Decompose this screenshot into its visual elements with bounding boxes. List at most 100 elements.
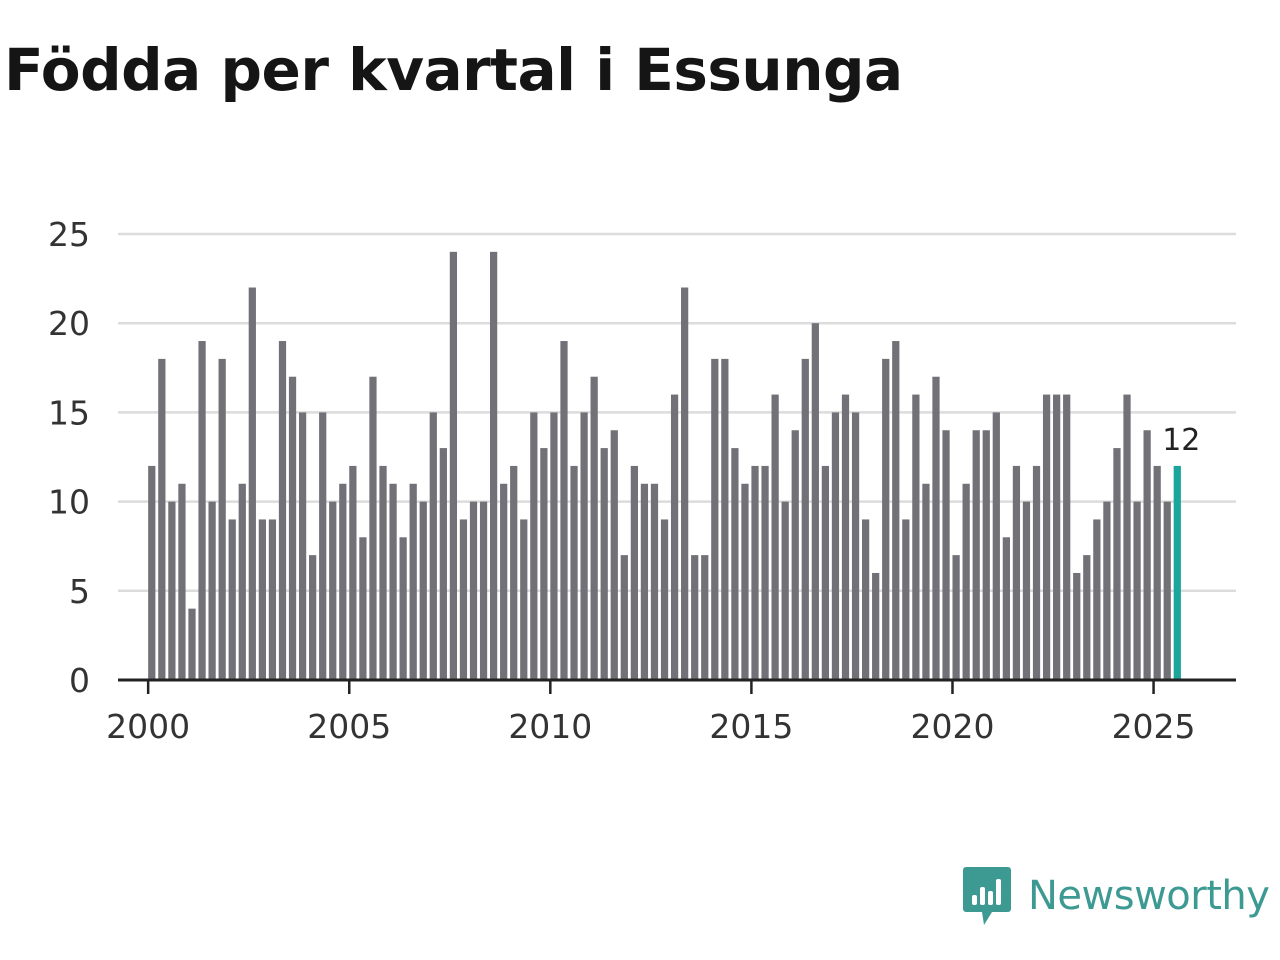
x-tick-label-2010: 2010 xyxy=(508,707,592,746)
bar-2019-q4 xyxy=(942,430,950,680)
bar-2024-q2 xyxy=(1123,394,1131,680)
bar-2002-q3 xyxy=(248,287,256,680)
brand-name: Newsworthy xyxy=(1028,873,1270,919)
bar-2000-q3 xyxy=(168,501,176,680)
bar-2009-q2 xyxy=(520,519,528,680)
y-tick-label-15: 15 xyxy=(48,393,90,432)
bar-2024-q3 xyxy=(1133,501,1141,680)
bar-2021-q1 xyxy=(992,412,1000,680)
bar-2017-q1 xyxy=(831,412,840,680)
bar-2005-q1 xyxy=(349,465,357,680)
bar-2017-q3 xyxy=(851,412,860,680)
bar-2025-q1 xyxy=(1153,465,1161,680)
bar-2008-q1 xyxy=(469,501,478,680)
bar-2020-q3 xyxy=(972,430,980,680)
bar-2008-q2 xyxy=(479,501,488,680)
bar-2016-q2 xyxy=(801,358,809,680)
bar-2010-q2 xyxy=(560,341,568,680)
bar-2004-q1 xyxy=(309,555,317,680)
newsworthy-logo: Newsworthy xyxy=(962,864,1270,928)
bar-2021-q2 xyxy=(1002,537,1010,680)
bar-2007-q4 xyxy=(459,519,468,680)
bar-2014-q1 xyxy=(711,358,719,680)
bar-2014-q4 xyxy=(741,483,749,680)
bar-2001-q2 xyxy=(198,341,206,680)
bar-2020-q4 xyxy=(982,430,990,680)
bar-2006-q3 xyxy=(409,483,417,680)
bar-2020-q1 xyxy=(952,555,960,680)
bar-2005-q3 xyxy=(369,376,377,680)
bar-2006-q1 xyxy=(389,483,397,680)
bar-2001-q3 xyxy=(208,501,216,680)
x-tick-label-2005: 2005 xyxy=(307,707,391,746)
bar-2007-q1 xyxy=(429,412,437,680)
bar-2001-q1 xyxy=(188,608,196,680)
bar-2019-q3 xyxy=(932,376,940,680)
bar-2004-q2 xyxy=(319,412,327,680)
x-tick-label-2000: 2000 xyxy=(106,707,190,746)
bar-2006-q2 xyxy=(399,537,407,680)
bar-2023-q4 xyxy=(1103,501,1111,680)
chart-title: Födda per kvartal i Essunga xyxy=(4,36,903,104)
bar-2012-q4 xyxy=(660,519,669,680)
bar-2012-q1 xyxy=(630,465,638,680)
bar-2000-q2 xyxy=(158,358,166,680)
bar-2023-q3 xyxy=(1093,519,1101,680)
bar-2002-q4 xyxy=(258,519,266,680)
bar-2015-q1 xyxy=(751,465,759,680)
bar-2009-q4 xyxy=(540,448,548,680)
bar-2002-q2 xyxy=(238,483,246,680)
bar-2024-q4 xyxy=(1143,430,1151,680)
bar-2013-q3 xyxy=(691,555,699,680)
bar-2025-q2 xyxy=(1163,501,1171,680)
x-axis-ticks: 2000 2005 2010 2015 2020 2025 xyxy=(106,680,1196,746)
bar-2009-q3 xyxy=(530,412,538,680)
y-tick-label-0: 0 xyxy=(69,661,90,700)
bar-2008-q3 xyxy=(489,251,498,680)
x-tick-label-2025: 2025 xyxy=(1112,707,1196,746)
bar-2008-q4 xyxy=(500,483,508,680)
x-tick-label-2020: 2020 xyxy=(910,707,994,746)
bar-2017-q2 xyxy=(841,394,850,680)
bar-2003-q2 xyxy=(278,341,287,680)
bar-2021-q4 xyxy=(1022,501,1031,680)
bar-2022-q1 xyxy=(1032,465,1041,680)
bar-2015-q4 xyxy=(781,501,789,680)
bar-2005-q2 xyxy=(359,537,367,680)
bar-2011-q3 xyxy=(610,430,618,680)
bar-2005-q4 xyxy=(379,465,387,680)
bar-2000-q4 xyxy=(178,483,186,680)
bar-2019-q1 xyxy=(912,394,920,680)
bar-2007-q2 xyxy=(439,448,447,680)
bar-2003-q1 xyxy=(268,519,277,680)
newsworthy-logo-icon xyxy=(963,867,1011,925)
bar-2022-q3 xyxy=(1053,394,1061,680)
bar-2017-q4 xyxy=(861,519,870,680)
bar-2011-q2 xyxy=(600,448,608,680)
bar-2016-q3 xyxy=(811,323,819,680)
bar-2013-q4 xyxy=(701,555,709,680)
bar-2013-q1 xyxy=(670,394,679,680)
bar-2003-q4 xyxy=(298,412,307,680)
bar-2006-q4 xyxy=(419,501,427,680)
last-value-label: 12 xyxy=(1162,423,1200,458)
bar-2003-q3 xyxy=(288,376,297,680)
y-axis-ticks: 0 5 10 15 20 25 xyxy=(48,215,90,700)
bar-2018-q1 xyxy=(872,572,880,680)
bar-2018-q4 xyxy=(902,519,910,680)
bar-2022-q2 xyxy=(1042,394,1051,680)
bar-2019-q2 xyxy=(922,483,930,680)
bar-2004-q4 xyxy=(339,483,347,680)
bar-2000-q1 xyxy=(148,465,156,680)
bar-2002-q1 xyxy=(228,519,236,680)
bar-2023-q2 xyxy=(1083,555,1091,680)
bar-2020-q2 xyxy=(962,483,970,680)
y-tick-label-10: 10 xyxy=(48,483,90,522)
bar-2001-q4 xyxy=(218,358,226,680)
bar-2023-q1 xyxy=(1073,572,1081,680)
bar-2011-q4 xyxy=(620,555,628,680)
bar-2004-q3 xyxy=(329,501,337,680)
bar-2025-q3 xyxy=(1173,465,1181,680)
bar-2015-q3 xyxy=(771,394,779,680)
